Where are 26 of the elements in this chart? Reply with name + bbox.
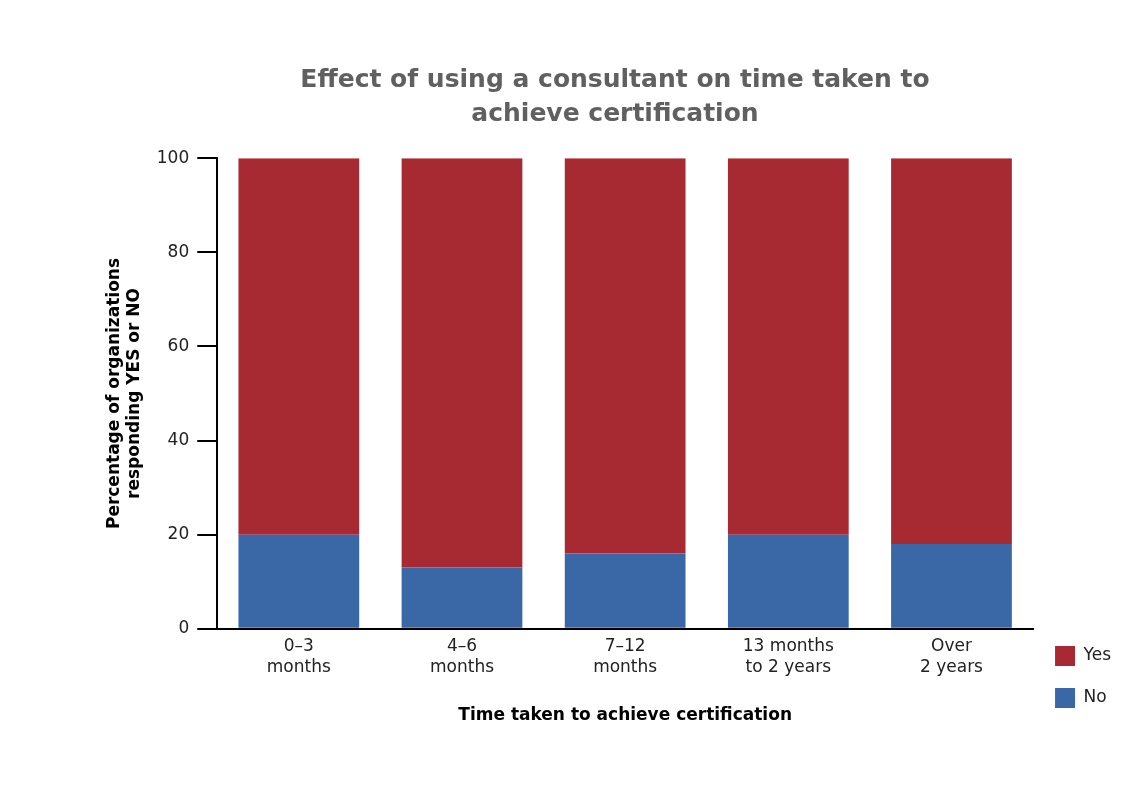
y-tick-label: 100: [156, 146, 190, 167]
legend-label: Yes: [1082, 644, 1112, 665]
x-tick-label: 0–3 months: [266, 635, 331, 676]
chart-title: Effect of using a consultant on time taken to achieve certification: [299, 63, 931, 129]
legend-label: No: [1083, 686, 1107, 707]
bar: [238, 534, 360, 628]
x-axis-title: Time taken to achieve certification: [458, 704, 792, 725]
bar: [401, 158, 523, 568]
y-tick-label: 60: [167, 334, 190, 355]
bar: [727, 158, 849, 535]
bar: [238, 158, 360, 535]
bar: [891, 158, 1012, 545]
bar: [727, 534, 849, 628]
x-tick-label: Over 2 years: [919, 635, 984, 676]
y-tick-label: 0: [178, 617, 190, 638]
y-tick-label: 40: [167, 428, 190, 449]
bar: [564, 158, 686, 554]
bar: [401, 567, 523, 628]
x-tick-label: 13 months to 2 years: [742, 635, 834, 676]
bar: [891, 544, 1012, 628]
y-tick-label: 80: [167, 240, 190, 261]
y-tick-label: 20: [167, 523, 190, 544]
bar: [564, 553, 686, 628]
x-tick-label: 7–12 months: [593, 635, 658, 676]
x-tick-label: 4–6 months: [429, 635, 495, 676]
y-axis-title: Percentage of organizations responding YES or NO: [102, 257, 144, 530]
